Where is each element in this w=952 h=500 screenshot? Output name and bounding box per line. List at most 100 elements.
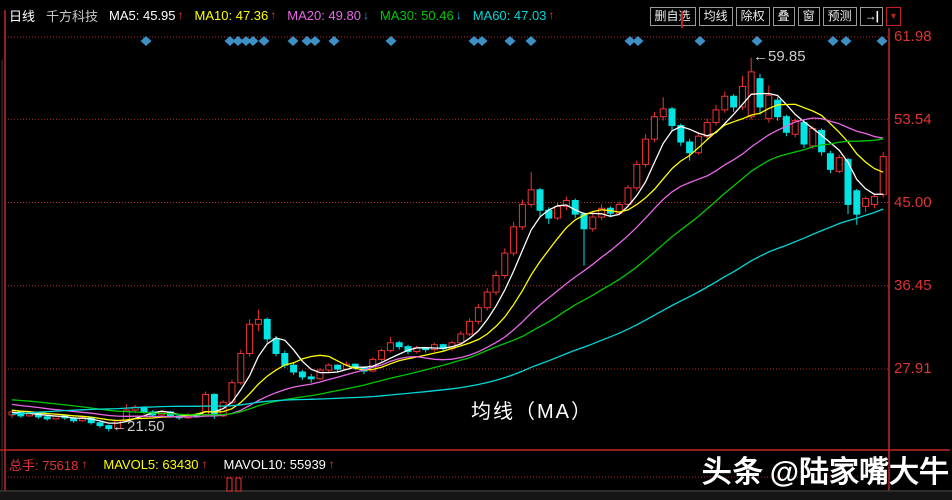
candle	[659, 108, 667, 118]
total-volume-readout: 总手: 75618 ↑	[9, 455, 87, 474]
candle	[870, 196, 878, 205]
diamond-marker-icon	[309, 36, 321, 46]
candle	[774, 99, 782, 118]
ma30-readout: MA30: 50.46 ↓	[380, 8, 462, 23]
stock-name: 千方科技	[46, 8, 99, 24]
top-status-bar: 日线 千方科技 MA5: 45.95 ↑ MA10: 47.36 ↑ MA20: 4…	[0, 0, 952, 30]
ma10-readout: MA10: 47.36 ↑	[195, 8, 277, 23]
candle	[237, 353, 245, 384]
candle	[844, 159, 852, 205]
mavol5-readout: MAVOL5: 63430 ↑	[103, 457, 207, 472]
volume-bar	[235, 477, 242, 492]
candle	[686, 141, 694, 154]
candle	[668, 108, 676, 126]
ma60-readout: MA60: 47.03 ↑	[473, 8, 555, 23]
candle	[738, 86, 746, 108]
diamond-marker-icon	[240, 36, 252, 46]
diamond-marker-icon	[224, 36, 236, 46]
toolbar: 删自选 均线 除权 叠 窗 预测 →| ▼	[649, 7, 901, 26]
diamond-marker-icon	[468, 36, 480, 46]
candle	[492, 275, 500, 293]
ma5-line	[11, 92, 884, 424]
candle	[298, 371, 306, 378]
ma10-trend-arrow-icon: ↑	[270, 8, 277, 22]
ma-caption: 均线（MA）	[471, 401, 593, 423]
ma30-line	[11, 138, 884, 416]
diamond-marker-icon	[328, 36, 340, 46]
diamond-marker-icon	[694, 36, 706, 46]
ma20-text: MA20: 49.80	[287, 7, 361, 23]
jump-to-latest-icon[interactable]: →|	[859, 7, 883, 26]
total-volume-arrow-icon: ↑	[81, 457, 88, 471]
candle	[316, 369, 324, 380]
diamond-marker-icon	[504, 36, 516, 46]
candle	[290, 364, 298, 373]
candle	[325, 364, 333, 371]
price-annotation: ←21.50	[112, 418, 165, 435]
forecast-button[interactable]: 预测	[822, 7, 857, 26]
volume-status-bar: 总手: 75618 ↑ MAVOL5: 63430 ↑ MAVOL10: 55939…	[0, 451, 952, 477]
ma5-trend-arrow-icon: ↑	[177, 8, 184, 22]
candle	[518, 203, 526, 228]
ma30-text: MA30: 50.46	[379, 7, 454, 23]
diamond-marker-icon	[876, 36, 888, 46]
candle	[624, 187, 632, 205]
candle	[334, 364, 342, 370]
candle	[809, 127, 817, 147]
diamond-marker-icon	[287, 36, 299, 46]
mavol10-readout: MAVOL10: 55939 ↑	[224, 457, 335, 472]
candle	[272, 338, 280, 355]
ma5-readout: MA5: 45.95 ↑	[109, 8, 184, 23]
candle	[254, 318, 262, 325]
candle	[554, 205, 562, 219]
mavol5-text: MAVOL5: 63430	[103, 456, 199, 472]
candle	[307, 376, 315, 380]
y-axis-label: 61.98	[894, 28, 932, 45]
ma20-trend-arrow-icon: ↓	[362, 8, 369, 22]
candle	[826, 153, 834, 170]
volume-bar	[226, 477, 233, 492]
y-axis-label: 53.54	[894, 111, 932, 128]
exrights-button[interactable]: 除权	[735, 7, 770, 26]
ma-button[interactable]: 均线	[698, 7, 733, 26]
diamond-marker-icon	[827, 36, 839, 46]
ma30-trend-arrow-icon: ↓	[455, 8, 462, 22]
window-button[interactable]: 窗	[797, 7, 820, 26]
y-axis-label: 45.00	[894, 194, 932, 211]
watermark: 头条 @陆家嘴大牛	[702, 447, 949, 491]
candle	[457, 333, 465, 344]
candle	[105, 425, 113, 430]
ma5-text: MA5: 45.95	[109, 7, 176, 23]
ma60-text: MA60: 47.03	[472, 7, 547, 23]
candle	[835, 157, 843, 172]
candle	[96, 422, 104, 427]
diamond-marker-icon	[232, 36, 244, 46]
diamond-marker-icon	[301, 36, 313, 46]
ma60-line	[11, 208, 884, 415]
candle	[589, 216, 597, 230]
diamond-marker-icon	[751, 36, 763, 46]
candle	[527, 189, 535, 205]
overlay-button[interactable]: 叠	[772, 7, 795, 26]
candle	[562, 200, 570, 207]
diamond-marker-icon	[476, 36, 488, 46]
diamond-marker-icon	[140, 36, 152, 46]
ma60-trend-arrow-icon: ↑	[548, 8, 555, 22]
candle	[791, 120, 799, 135]
diamond-marker-icon	[632, 36, 644, 46]
candle	[571, 200, 579, 215]
y-axis-label: 36.45	[894, 277, 932, 294]
candle	[122, 409, 130, 422]
candle	[395, 342, 403, 348]
total-volume-text: 总手: 75618	[9, 457, 79, 473]
candle	[800, 122, 808, 145]
candle	[598, 207, 606, 218]
price-annotation: ←59.85	[753, 48, 806, 65]
candle	[677, 124, 685, 143]
chevron-down-icon[interactable]: ▼	[886, 7, 901, 26]
ma20-readout: MA20: 49.80 ↓	[287, 8, 369, 23]
candle	[281, 353, 289, 366]
candle	[642, 138, 650, 165]
